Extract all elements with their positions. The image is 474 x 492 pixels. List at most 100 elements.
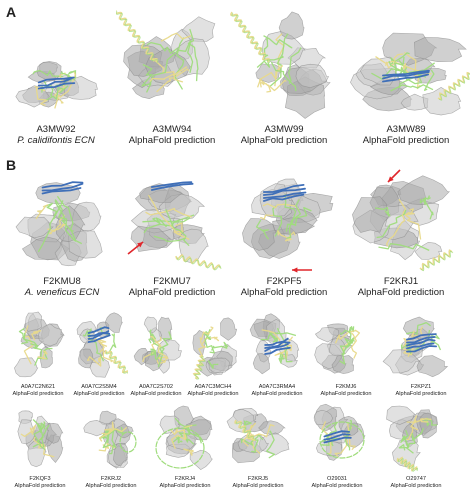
protein-structure-render xyxy=(352,175,454,272)
row-c-structure-6: F2KMJ6 AlphaFold prediction xyxy=(312,306,380,398)
protein-structure-render xyxy=(155,405,214,470)
protein-structure-render xyxy=(15,61,98,109)
structure-source: AlphaFold prediction xyxy=(73,390,125,397)
structure-id: F2KMJ6 xyxy=(335,384,357,390)
row-d-structure-3: F2KRJ4 AlphaFold prediction xyxy=(150,398,220,490)
protein-structure-render xyxy=(116,10,216,100)
structure-source: P. calidifontis ECN xyxy=(17,135,95,147)
structure-id: F2KRJ1 xyxy=(383,276,419,287)
structure-caption: F2KRJ2 AlphaFold prediction xyxy=(78,476,144,489)
structure-source: AlphaFold prediction xyxy=(357,287,445,299)
structure-id: A0A7C3RMA4 xyxy=(258,384,296,390)
structure-source: AlphaFold prediction xyxy=(12,390,64,397)
protein-structure-render xyxy=(14,311,65,378)
protein-structure-render xyxy=(313,403,366,461)
protein-structure-render xyxy=(83,410,137,469)
structure-source: AlphaFold prediction xyxy=(240,287,328,299)
structure-source: AlphaFold prediction xyxy=(130,390,182,397)
structure-source: AlphaFold prediction xyxy=(390,482,442,489)
structure-source: AlphaFold prediction xyxy=(159,482,211,489)
structure-id: F2KQF3 xyxy=(29,476,51,482)
structure-id: F2KMU7 xyxy=(153,276,191,287)
structure-source: AlphaFold prediction xyxy=(311,482,363,489)
structure-id: A3MW99 xyxy=(264,124,304,135)
panel-label-a: A xyxy=(6,4,17,20)
structure-caption: F2KMJ6 AlphaFold prediction xyxy=(312,384,380,397)
structure-id: F2KMU8 xyxy=(43,276,81,287)
structure-source: AlphaFold prediction xyxy=(395,390,447,397)
row-d-structure-4: F2KRJ5 AlphaFold prediction xyxy=(222,398,294,490)
protein-structure-render xyxy=(242,178,334,259)
row-a-structure-4: A3MW89 AlphaFold prediction xyxy=(342,28,470,150)
row-c-structure-7: F2KPZ1 AlphaFold prediction xyxy=(382,306,460,398)
structure-source: AlphaFold prediction xyxy=(232,482,284,489)
protein-structure-render xyxy=(249,313,300,375)
structure-caption: F2KPF5 AlphaFold prediction xyxy=(228,276,340,298)
structure-source: AlphaFold prediction xyxy=(14,482,66,489)
structure-source: A. veneficus ECN xyxy=(24,287,100,299)
row-d-structure-2: F2KRJ2 AlphaFold prediction xyxy=(78,398,144,490)
structure-source: AlphaFold prediction xyxy=(128,287,216,299)
row-b-structure-2: F2KMU7 AlphaFold prediction xyxy=(116,168,228,302)
structure-id: F2KRJ5 xyxy=(247,476,269,482)
structure-caption: F2KRJ4 AlphaFold prediction xyxy=(150,476,220,489)
panel-label-b: B xyxy=(6,157,17,173)
row-c-structure-1: A0A7C2N621 AlphaFold prediction xyxy=(8,306,68,398)
structure-source: AlphaFold prediction xyxy=(320,390,372,397)
structure-caption: F2KMU8 A. veneficus ECN xyxy=(8,276,116,298)
row-c-structure-5: A0A7C3RMA4 AlphaFold prediction xyxy=(244,306,310,398)
structure-caption: A0A7C2S5M4 AlphaFold prediction xyxy=(70,384,128,397)
structure-id: F2KPF5 xyxy=(266,276,302,287)
structure-id: A0A7C2S5M4 xyxy=(81,384,117,390)
row-b-structure-3: F2KPF5 AlphaFold prediction xyxy=(228,168,340,302)
structure-id: O29747 xyxy=(406,476,426,482)
structure-caption: O29747 AlphaFold prediction xyxy=(378,476,454,489)
row-d-structure-6: O29747 AlphaFold prediction xyxy=(378,398,454,490)
structure-source: AlphaFold prediction xyxy=(251,390,303,397)
structure-caption: A3MW89 AlphaFold prediction xyxy=(342,124,470,146)
structure-id: O29031 xyxy=(327,476,347,482)
protein-structure-render xyxy=(230,11,331,119)
structure-source: AlphaFold prediction xyxy=(240,135,328,147)
structure-caption: F2KMU7 AlphaFold prediction xyxy=(116,276,228,298)
structure-id: A0A7C2S702 xyxy=(139,384,173,390)
structure-id: F2KPZ1 xyxy=(410,384,432,390)
row-d-structure-5: O29031 AlphaFold prediction xyxy=(302,398,372,490)
structure-id: A0A7C2N621 xyxy=(20,384,56,390)
structure-caption: F2KQF3 AlphaFold prediction xyxy=(8,476,72,489)
protein-structure-render xyxy=(350,32,470,116)
structure-id: A3MW92 xyxy=(36,124,76,135)
protein-structure-render xyxy=(133,316,182,374)
row-c-structure-4: A0A7C3MCH4 AlphaFold prediction xyxy=(183,306,243,398)
row-c-structure-3: A0A7C2S702 AlphaFold prediction xyxy=(128,306,184,398)
protein-structure-render xyxy=(76,312,128,378)
structure-id: A0A7C3MCH4 xyxy=(194,384,232,390)
structure-caption: A0A7C3RMA4 AlphaFold prediction xyxy=(244,384,310,397)
structure-id: F2KRJ2 xyxy=(100,476,122,482)
structure-id: A3MW94 xyxy=(152,124,192,135)
structure-source: AlphaFold prediction xyxy=(362,135,450,147)
structure-caption: A0A7C2N621 AlphaFold prediction xyxy=(8,384,68,397)
protein-structure-render xyxy=(15,181,103,267)
protein-structure-render xyxy=(386,405,438,473)
row-b-structure-1: F2KMU8 A. veneficus ECN xyxy=(8,168,116,302)
structure-caption: F2KRJ1 AlphaFold prediction xyxy=(342,276,460,298)
structure-caption: A0A7C2S702 AlphaFold prediction xyxy=(128,384,184,397)
protein-structure-render xyxy=(130,181,222,271)
structure-source: AlphaFold prediction xyxy=(85,482,137,489)
structure-id: F2KRJ4 xyxy=(174,476,196,482)
structure-caption: F2KRJ5 AlphaFold prediction xyxy=(222,476,294,489)
structure-id: A3MW89 xyxy=(386,124,426,135)
protein-structure-render xyxy=(382,316,449,378)
protein-structure-render xyxy=(226,407,290,464)
structure-caption: A3MW99 AlphaFold prediction xyxy=(228,124,340,146)
row-a-structure-1: A3MW92 P. calidifontis ECN xyxy=(8,50,104,150)
row-c-structure-2: A0A7C2S5M4 AlphaFold prediction xyxy=(70,306,128,398)
structure-caption: A3MW92 P. calidifontis ECN xyxy=(8,124,104,146)
protein-structure-render xyxy=(192,317,238,380)
structure-caption: F2KPZ1 AlphaFold prediction xyxy=(382,384,460,397)
row-b-structure-4: F2KRJ1 AlphaFold prediction xyxy=(342,168,460,302)
structure-caption: A3MW94 AlphaFold prediction xyxy=(116,124,228,146)
structure-source: AlphaFold prediction xyxy=(187,390,239,397)
row-a-structure-3: A3MW99 AlphaFold prediction xyxy=(228,2,340,150)
